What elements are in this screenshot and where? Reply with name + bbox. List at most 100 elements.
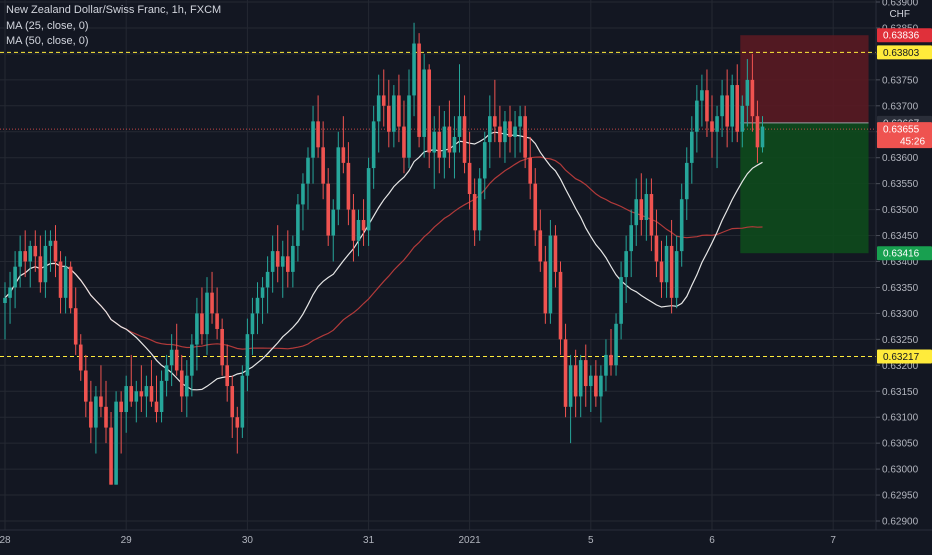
time-tick-label: 7	[830, 535, 836, 546]
candle-body	[235, 417, 240, 428]
candle-body	[3, 297, 7, 304]
candle-body	[139, 391, 144, 397]
candle-body	[715, 116, 719, 132]
candle-body	[432, 131, 437, 153]
candle-body	[63, 266, 68, 298]
candle-body	[179, 370, 184, 397]
candle-body	[265, 271, 270, 288]
candle-body	[589, 375, 593, 387]
candle-body	[68, 266, 73, 309]
candle-body	[291, 245, 295, 272]
candle-body	[361, 219, 366, 231]
candle-body	[84, 370, 88, 402]
candle-body	[477, 178, 482, 231]
candle-body	[225, 365, 229, 387]
candle-body	[205, 292, 209, 335]
candle-body	[326, 183, 330, 236]
candle-body	[558, 271, 563, 340]
candle-body	[690, 131, 694, 163]
candle-body	[417, 43, 421, 137]
candle-body	[755, 116, 760, 148]
candle-body	[215, 313, 219, 329]
candle-body	[654, 235, 659, 262]
take-profit-zone	[740, 122, 869, 254]
time-tick-label: 2021	[458, 535, 481, 546]
time-tick-label: 29	[121, 535, 133, 546]
candle-body	[447, 126, 452, 153]
candle-body	[730, 85, 734, 127]
candle-body	[543, 261, 548, 314]
candle-body	[664, 245, 669, 283]
time-tick-label: 30	[242, 535, 254, 546]
candle-body	[296, 204, 300, 246]
candle-body	[614, 323, 618, 366]
candle-body	[316, 121, 320, 148]
price-tick-label: 0.63250	[882, 335, 919, 346]
candle-body	[270, 251, 275, 272]
candle-body	[220, 328, 224, 366]
candle-body	[89, 401, 93, 428]
price-tick-label: 0.63900	[882, 0, 919, 9]
candle-body	[169, 349, 174, 366]
candle-body	[134, 391, 139, 402]
candle-body	[745, 79, 750, 106]
candle-body	[392, 95, 396, 132]
candle-body	[38, 256, 43, 283]
price-axis	[876, 0, 932, 530]
candle-body	[462, 116, 467, 163]
candle-body	[371, 121, 376, 169]
candle-body	[634, 199, 639, 226]
candle-body	[533, 183, 538, 231]
candle-body	[53, 240, 58, 262]
candle-body	[58, 261, 63, 298]
candle-body	[735, 85, 740, 132]
candle-body	[356, 219, 361, 241]
candle-body	[33, 245, 38, 257]
candle-body	[513, 126, 517, 137]
candle-body	[240, 375, 245, 428]
candle-body	[114, 401, 118, 485]
candle-body	[710, 121, 714, 132]
candle-body	[109, 427, 113, 485]
candle-body	[563, 339, 568, 407]
candle-body	[538, 230, 543, 262]
candle-body	[594, 375, 598, 397]
candle-body	[190, 344, 194, 376]
candle-body	[210, 292, 214, 314]
candle-body	[381, 95, 386, 106]
price-label-line	[877, 45, 932, 60]
candle-body	[43, 245, 48, 283]
candle-body	[700, 90, 704, 101]
candle-body	[518, 116, 522, 127]
price-tick-label: 0.63350	[882, 283, 919, 294]
candle-body	[185, 375, 189, 397]
candle-body	[508, 121, 512, 137]
price-label-countdown	[877, 134, 932, 149]
candle-body	[129, 386, 134, 402]
candle-body	[321, 147, 325, 184]
candle-body	[376, 95, 381, 122]
candle-body	[629, 225, 633, 252]
candle-body	[568, 365, 573, 407]
price-tick-label: 0.63300	[882, 309, 919, 320]
candle-body	[250, 313, 255, 335]
candle-body	[437, 131, 442, 158]
time-tick-label: 28	[0, 535, 11, 546]
candle-body	[619, 277, 623, 324]
price-label-line	[877, 349, 932, 364]
price-tick-label: 0.63700	[882, 101, 919, 112]
candle-body	[467, 162, 472, 195]
candle-body	[149, 386, 154, 402]
candle-body	[48, 240, 53, 246]
candle-body	[503, 121, 507, 143]
price-tick-label: 0.63000	[882, 465, 919, 476]
symbol-title: New Zealand Dollar/Swiss Franc, 1h, FXCM	[6, 4, 222, 16]
time-tick-label: 5	[588, 535, 594, 546]
candle-body	[311, 121, 315, 158]
candle-body	[583, 360, 588, 387]
price-tick-label: 0.63400	[882, 257, 919, 268]
candle-body	[427, 69, 431, 153]
price-tick-label: 0.63150	[882, 387, 919, 398]
